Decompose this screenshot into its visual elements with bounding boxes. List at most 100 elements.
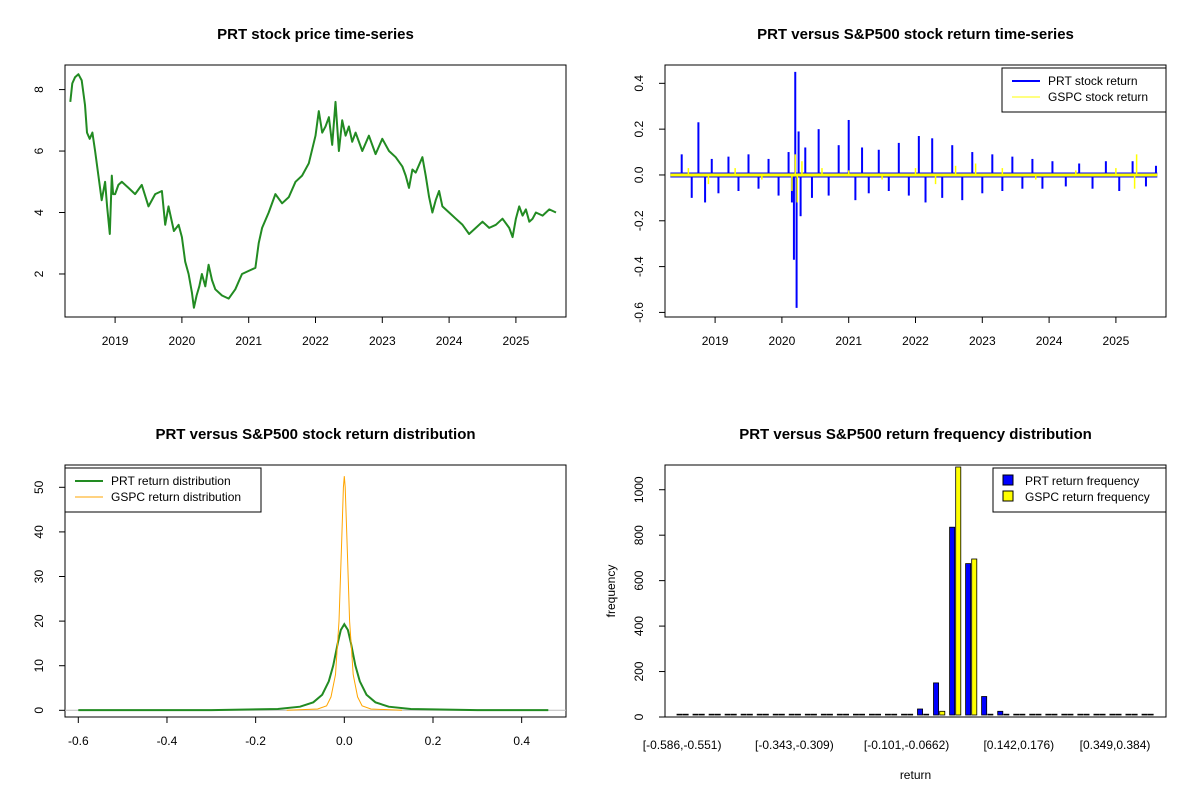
- legend-box: [992, 467, 1167, 513]
- histogram-bar: [724, 713, 731, 716]
- histogram-bar: [827, 713, 833, 716]
- legend-entry-0: PRT return distribution: [111, 474, 231, 488]
- x-tick-label: 2020: [769, 334, 796, 348]
- x-tick-label: 2023: [969, 334, 996, 348]
- histogram-bar: [820, 713, 827, 716]
- histogram-bar: [692, 713, 699, 716]
- x-tick-label: [0.349,0.384): [1080, 738, 1151, 752]
- histogram-bar: [1029, 713, 1036, 716]
- histogram-bar: [676, 713, 683, 716]
- y-tick-label: 800: [632, 525, 646, 545]
- histogram-bar: [756, 713, 763, 716]
- x-tick-label: 2025: [503, 334, 530, 348]
- series-gspc-return: [670, 154, 1158, 203]
- histogram-bar: [853, 713, 859, 716]
- histogram-bar: [772, 713, 779, 716]
- series-line-gspc-density: [286, 476, 403, 711]
- histogram-bar: [955, 466, 962, 716]
- y-tick-label: -0.4: [632, 256, 646, 277]
- legend-entry-0: PRT stock return: [1048, 74, 1138, 88]
- chart-title: PRT versus S&P500 stock return distribut…: [155, 426, 475, 443]
- x-tick-label: 2024: [436, 334, 463, 348]
- histogram-bar: [1125, 713, 1132, 716]
- x-tick-label: 2024: [1036, 334, 1063, 348]
- legend-swatch-1: [1002, 490, 1014, 502]
- histogram-bar: [965, 563, 972, 716]
- histogram-bar: [1083, 713, 1090, 716]
- histogram-bar: [1067, 713, 1074, 716]
- legend-entry-1: GSPC return frequency: [1025, 490, 1150, 504]
- histogram-bar: [1147, 713, 1154, 716]
- histogram-bar: [971, 558, 978, 716]
- chart-title: PRT versus S&P500 stock return time-seri…: [757, 26, 1074, 43]
- y-tick-label: 0.0: [632, 166, 646, 183]
- histogram-bar: [1109, 713, 1116, 716]
- histogram-bar: [891, 713, 898, 716]
- histogram-bar: [1093, 713, 1100, 716]
- histogram-bar: [682, 713, 689, 716]
- histogram-bar: [804, 713, 811, 716]
- histogram-bar: [708, 713, 715, 716]
- y-axis-label: frequency: [604, 565, 618, 618]
- x-tick-label: 2022: [302, 334, 329, 348]
- x-tick-label: 2021: [835, 334, 862, 348]
- histogram-bar: [875, 713, 881, 716]
- histogram-bar: [869, 713, 875, 716]
- bars-prt: [676, 526, 1148, 716]
- x-tick-label: 0.0: [336, 734, 353, 748]
- histogram-bar: [987, 713, 994, 716]
- histogram-bar: [939, 710, 946, 716]
- histogram-bar: [836, 713, 843, 716]
- y-tick-label: 4: [32, 209, 46, 216]
- y-tick-label: -0.6: [632, 302, 646, 323]
- y-tick-label: 40: [32, 525, 46, 539]
- x-tick-label: [-0.586,-0.551): [643, 738, 722, 752]
- y-tick-label: 20: [32, 614, 46, 628]
- x-tick-label: 2020: [169, 334, 196, 348]
- x-tick-label: 2023: [369, 334, 396, 348]
- histogram-bar: [901, 713, 907, 716]
- legend-box: [1001, 67, 1167, 113]
- x-tick-label: [-0.343,-0.309): [755, 738, 834, 752]
- histogram-bar: [714, 713, 721, 716]
- x-tick-label: 2019: [102, 334, 129, 348]
- series-line-prt-density: [78, 622, 549, 712]
- histogram-bar: [1019, 713, 1026, 716]
- y-tick-label: 10: [32, 659, 46, 673]
- histogram-bar: [1013, 713, 1020, 716]
- bars-gspc: [682, 466, 1154, 716]
- x-tick-label: [0.142,0.176): [983, 738, 1054, 752]
- x-tick-label: 0.4: [513, 734, 530, 748]
- histogram-bar: [1045, 713, 1052, 716]
- legend-entry-1: GSPC return distribution: [111, 490, 241, 504]
- y-tick-label: 50: [32, 480, 46, 494]
- y-tick-label: 0: [632, 713, 646, 720]
- x-axis-label: return: [900, 768, 931, 782]
- plot-frame: [664, 464, 1167, 718]
- histogram-bar: [1115, 713, 1122, 716]
- histogram-bar: [923, 713, 930, 716]
- x-tick-label: 2025: [1103, 334, 1130, 348]
- y-tick-label: 600: [632, 570, 646, 590]
- histogram-bar: [795, 713, 801, 716]
- legend-box: [64, 467, 262, 513]
- x-tick-label: [-0.101,-0.0662): [864, 738, 949, 752]
- x-tick-label: -0.2: [245, 734, 266, 748]
- y-tick-label: 0.2: [632, 120, 646, 137]
- plot-frame: [64, 64, 567, 318]
- x-tick-label: 2019: [702, 334, 729, 348]
- y-tick-label: 6: [32, 147, 46, 154]
- x-tick-label: 2021: [235, 334, 262, 348]
- histogram-bar: [997, 710, 1004, 716]
- y-tick-label: 0: [32, 707, 46, 714]
- histogram-bar: [1099, 713, 1106, 716]
- legend-swatch-0: [1002, 474, 1014, 486]
- histogram-bar: [1051, 713, 1058, 716]
- x-tick-label: 0.2: [425, 734, 442, 748]
- histogram-bar: [730, 713, 737, 716]
- y-tick-label: 8: [32, 86, 46, 93]
- legend-entry-0: PRT return frequency: [1025, 474, 1139, 488]
- y-tick-label: 400: [632, 616, 646, 636]
- histogram-bar: [762, 713, 769, 716]
